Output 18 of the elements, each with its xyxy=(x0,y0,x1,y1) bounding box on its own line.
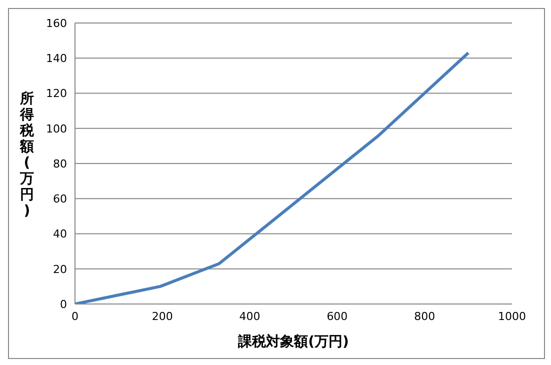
y-tick-label: 140 xyxy=(46,52,67,66)
x-axis-title: 課税対象額(万円) xyxy=(237,333,349,350)
y-tick-label: 20 xyxy=(53,262,67,276)
line-series xyxy=(75,51,470,304)
y-tick-label: 120 xyxy=(46,87,67,100)
y-tick-label: 100 xyxy=(46,122,67,136)
y-tick-label: 60 xyxy=(53,192,67,206)
y-axis-title: 所得税額(万円) xyxy=(19,91,35,219)
x-tick-label: 600 xyxy=(326,310,348,323)
x-tick-label: 400 xyxy=(239,310,260,323)
x-tick-label: 200 xyxy=(152,310,173,323)
y-tick-label: 80 xyxy=(53,157,67,170)
y-tick-label: 40 xyxy=(53,228,67,241)
x-tick-label: 1000 xyxy=(498,310,526,323)
y-tick-label: 0 xyxy=(60,298,67,311)
x-tick-label: 0 xyxy=(72,310,78,323)
x-tick-label: 800 xyxy=(414,310,436,323)
y-tick-label: 160 xyxy=(46,16,67,30)
